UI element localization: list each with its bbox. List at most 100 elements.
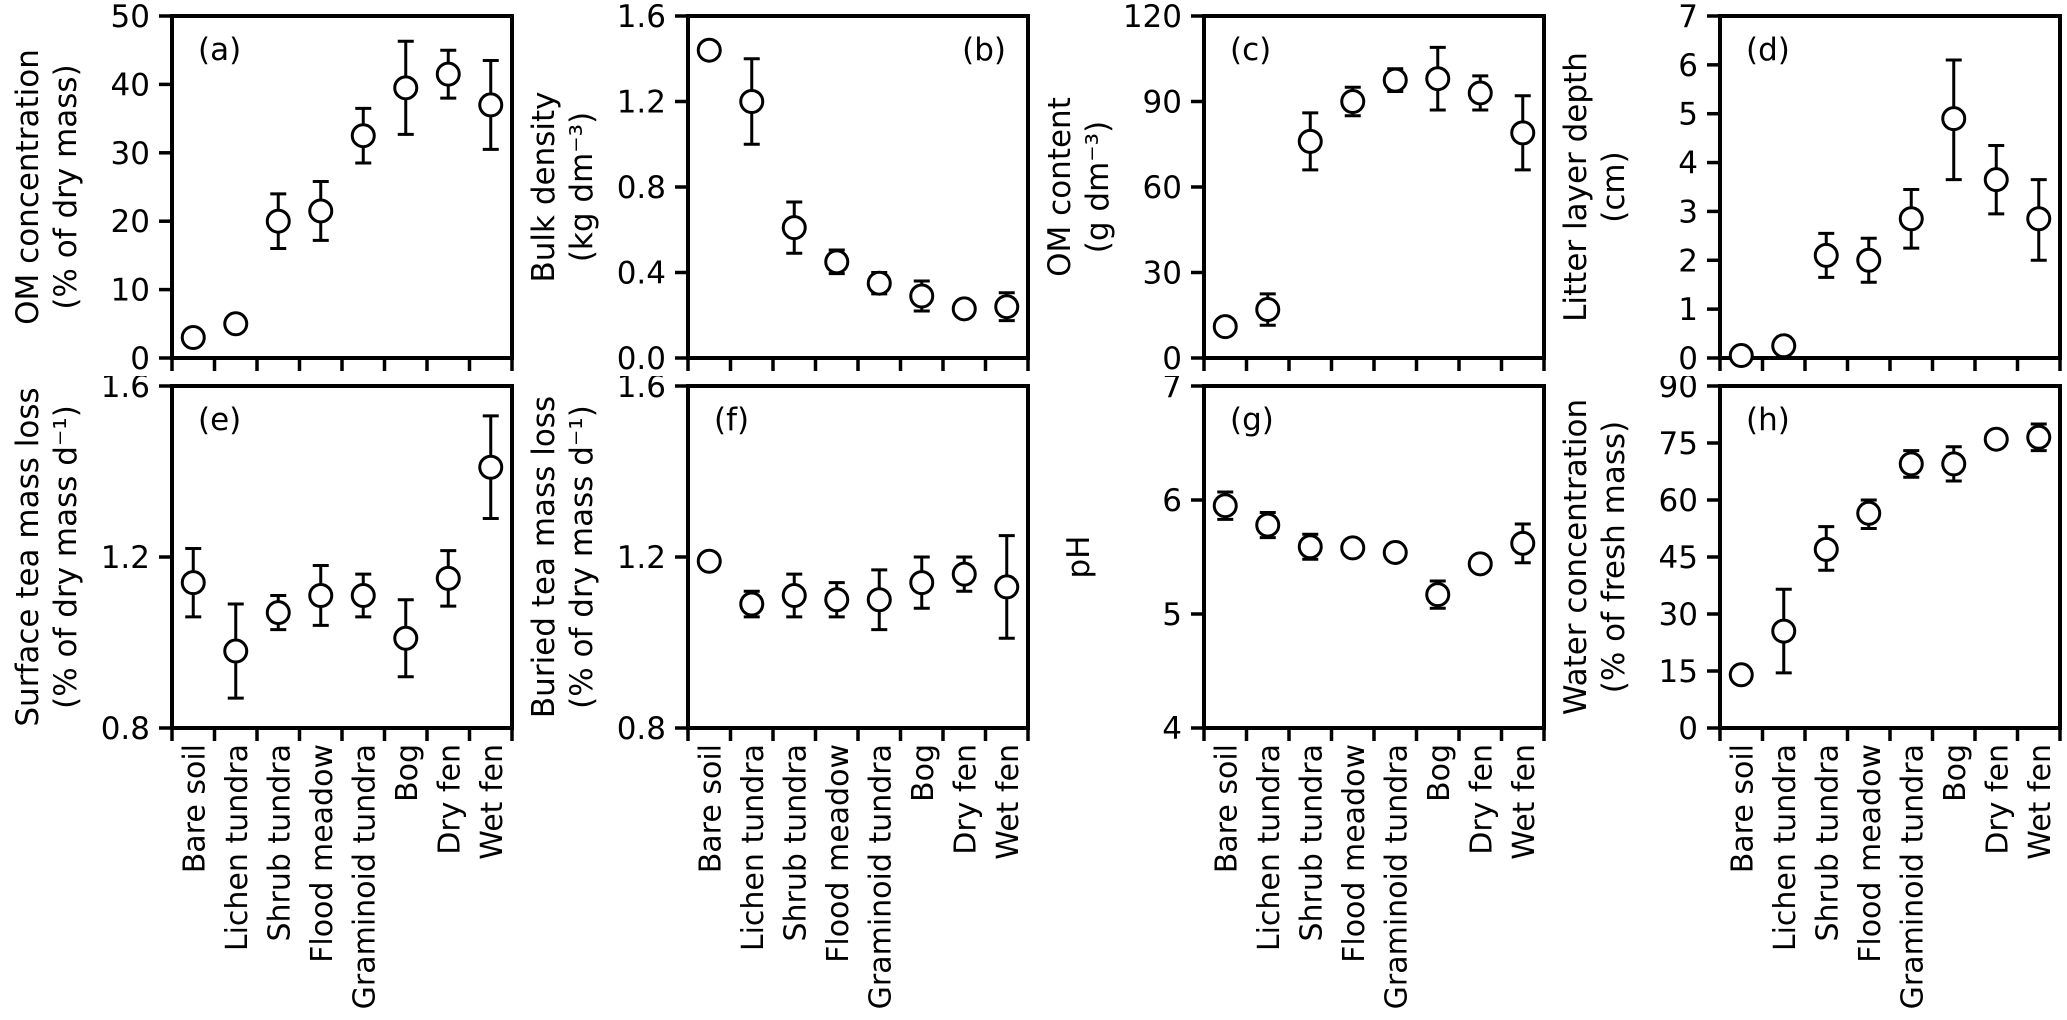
y-axis-label-line1: pH <box>1061 536 1097 579</box>
y-axis-title: Bulk density (kg dm⁻³) <box>526 92 600 283</box>
x-category-labels: Bare soil Lichen tundra Shrub tundra Flood … <box>1209 744 1542 1009</box>
x-category-label: Bare soil <box>1209 744 1244 873</box>
x-category-label: Dry fen <box>1980 744 2015 855</box>
panel-letter: (h) <box>1746 402 1790 438</box>
x-category-label: Lichen tundra <box>736 744 771 951</box>
panel-plot: 0 10 20 30 40 50 OM concentration (% of dry mas… <box>0 0 516 377</box>
data-point <box>308 582 334 608</box>
data-point <box>739 89 765 114</box>
x-axis <box>686 358 1030 371</box>
data-point <box>994 294 1020 320</box>
data-point <box>1467 80 1493 106</box>
x-axis <box>170 728 514 741</box>
y-tick-label: 120 <box>1123 0 1182 35</box>
data-point <box>1255 512 1281 538</box>
y-tick-label: 1.2 <box>617 85 666 121</box>
x-category-label: Bog <box>1422 744 1457 802</box>
x-category-label: Graminoid tundra <box>1895 744 1930 1009</box>
x-category-label: Wet fen <box>2023 744 2058 860</box>
data-point <box>1425 582 1451 608</box>
panel-background <box>0 376 516 1016</box>
x-category-label: Dry fen <box>948 744 983 855</box>
x-category-label: Bare soil <box>1725 744 1760 873</box>
x-category-label: Bog <box>390 744 425 802</box>
data-point <box>1813 242 1839 268</box>
panel-background <box>1548 0 2064 376</box>
y-tick-label: 30 <box>1143 256 1182 292</box>
y-tick-label: 6 <box>1678 48 1698 84</box>
panel-d: 0 1 2 3 4 5 6 7 Litter layer depth (cm) (d) <box>1548 0 2064 377</box>
y-tick-label: 30 <box>1659 597 1698 633</box>
y-tick-label: 15 <box>1659 654 1698 690</box>
y-tick-label: 0 <box>1162 341 1182 376</box>
plot-border <box>170 14 514 360</box>
data-point <box>223 311 249 337</box>
data-point <box>1297 534 1323 560</box>
data-point <box>1510 120 1536 146</box>
data-point <box>1382 67 1408 93</box>
data-series <box>180 414 504 700</box>
x-axis <box>1202 728 1546 741</box>
y-tick-label: 1.6 <box>101 376 150 405</box>
data-point <box>1771 618 1797 644</box>
data-point <box>909 570 935 596</box>
x-category-label: Wet fen <box>991 744 1026 860</box>
panel-letter: (e) <box>198 402 241 438</box>
x-category-label: Dry fen <box>432 744 467 855</box>
y-tick-label: 6 <box>1162 483 1182 519</box>
y-tick-label: 0 <box>1678 711 1698 747</box>
data-point <box>781 215 807 241</box>
y-axis-label-line1: Surface tea mass loss <box>10 387 46 726</box>
x-category-label: Bog <box>1938 744 1973 802</box>
y-axis-title: Litter layer depth (cm) <box>1558 52 1632 322</box>
y-tick-label: 4 <box>1678 146 1698 182</box>
data-point <box>739 591 765 617</box>
data-point <box>1340 89 1366 114</box>
y-tick-label: 60 <box>1659 483 1698 519</box>
data-series <box>1212 490 1536 610</box>
data-point <box>265 600 291 626</box>
x-category-label: Shrub tundra <box>262 744 297 942</box>
y-axis-label-line2: (% of dry mass d⁻¹) <box>564 405 600 709</box>
data-point <box>909 283 935 309</box>
data-series <box>1212 45 1536 340</box>
x-category-label: Shrub tundra <box>1810 744 1845 942</box>
y-axis: 0 15 30 45 60 75 90 <box>1659 369 1720 747</box>
plot-border <box>170 384 514 730</box>
data-point <box>2026 424 2052 450</box>
panel-letter: (a) <box>198 32 241 68</box>
panel-c: 0 30 60 90 120 OM content (g dm⁻³) (c) <box>1032 0 1548 377</box>
y-axis-title: Water concentration (% of fresh mass) <box>1558 399 1632 715</box>
y-tick-label: 3 <box>1678 194 1698 230</box>
plot-border <box>1202 14 1546 360</box>
panel-background <box>1548 376 2064 1016</box>
data-point <box>1813 536 1839 562</box>
y-tick-label: 30 <box>111 136 150 172</box>
x-category-label: Lichen tundra <box>1252 744 1287 951</box>
data-point <box>951 296 977 322</box>
data-point <box>1898 451 1924 477</box>
panel-f: 0.8 1.2 1.6 Bare soil Lichen tundra Shrub tun… <box>516 369 1032 1016</box>
y-tick-label: 1.6 <box>617 0 666 35</box>
data-series <box>180 39 504 350</box>
x-axis <box>170 358 514 371</box>
data-point <box>308 198 334 224</box>
x-category-label: Bare soil <box>177 744 212 873</box>
data-point <box>435 61 461 87</box>
y-tick-label: 1 <box>1678 292 1698 328</box>
data-point <box>350 582 376 608</box>
data-point <box>1382 539 1408 565</box>
y-tick-label: 1.2 <box>617 540 666 576</box>
y-tick-label: 4 <box>1162 711 1182 747</box>
y-axis-label-line1: OM content <box>1042 97 1078 277</box>
x-category-label: Flood meadow <box>305 744 340 963</box>
y-tick-label: 0.0 <box>617 341 666 376</box>
panel-plot: 0.8 1.2 1.6 Bare soil Lichen tundra Shrub tun… <box>516 369 1032 1016</box>
x-category-label: Bare soil <box>693 744 728 873</box>
data-point <box>1255 297 1281 323</box>
data-point <box>2026 206 2052 232</box>
y-axis-title: pH <box>1061 536 1097 579</box>
y-tick-label: 1.6 <box>617 376 666 405</box>
data-point <box>1297 128 1323 154</box>
